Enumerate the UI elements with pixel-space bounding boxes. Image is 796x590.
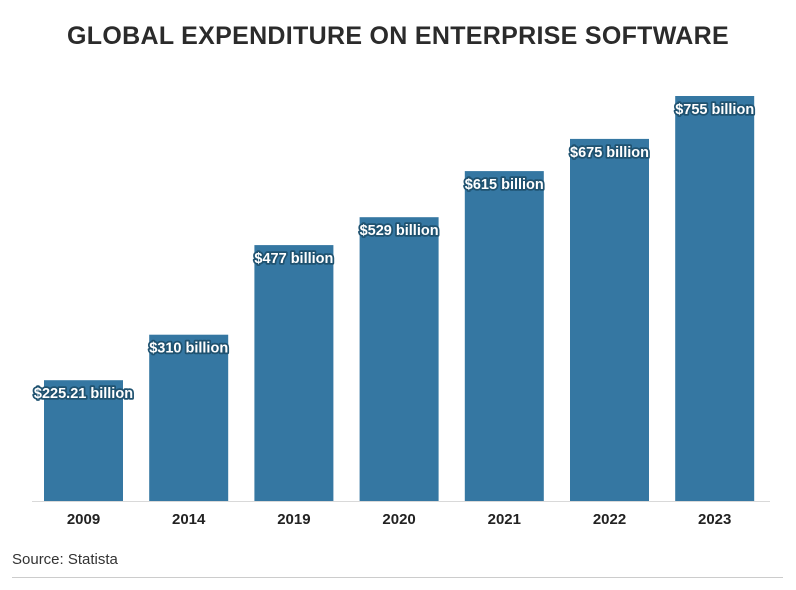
bar-chart: $225.21 billion 2009 $310 billion 2014 $477 … <box>32 96 770 528</box>
x-tick-label-2019: 2019 <box>277 511 310 528</box>
bar-2020 <box>359 217 439 501</box>
data-label-2023: $755 billion <box>675 102 754 118</box>
bar-2022 <box>570 138 649 501</box>
data-label-2022: $675 billion <box>570 145 649 161</box>
bar-2014 <box>149 334 229 501</box>
x-tick-label-2014: 2014 <box>172 511 206 528</box>
bar-2023 <box>675 96 755 501</box>
data-label-2009: $225.21 billion <box>34 386 133 402</box>
bar-2021 <box>464 171 544 501</box>
chart-title: GLOBAL EXPENDITURE ON ENTERPRISE SOFTWAR… <box>67 22 729 50</box>
x-tick-label-2020: 2020 <box>382 511 415 528</box>
source-note: Source: Statista <box>12 551 118 568</box>
data-label-2014: $310 billion <box>149 341 228 357</box>
x-tick-label-2009: 2009 <box>67 511 100 528</box>
bar-2009 <box>44 380 123 501</box>
bottom-divider <box>12 577 783 578</box>
bar-2019 <box>254 245 334 501</box>
x-tick-label-2023: 2023 <box>698 511 731 528</box>
x-tick-label-2021: 2021 <box>488 511 521 528</box>
x-tick-label-2022: 2022 <box>593 511 626 528</box>
data-label-2019: $477 billion <box>254 251 333 267</box>
data-label-2020: $529 billion <box>360 223 439 239</box>
data-label-2021: $615 billion <box>465 177 544 193</box>
